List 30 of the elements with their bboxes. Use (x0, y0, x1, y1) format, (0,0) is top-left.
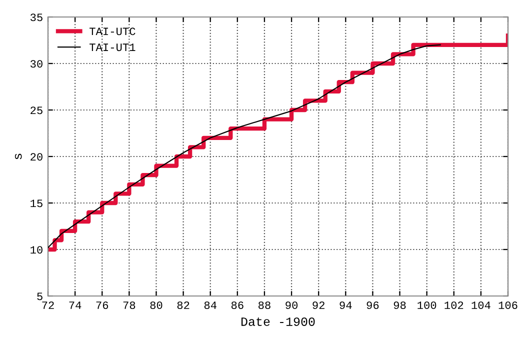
x-tick-label: 106 (498, 301, 518, 310)
y-tick-label: 15 (30, 200, 42, 208)
x-tick-label: 92 (312, 301, 324, 310)
x-tick-label: 94 (340, 301, 352, 310)
legend-label: TAI-UTC (90, 28, 136, 36)
y-tick-label: 30 (30, 60, 42, 68)
x-tick-label: 78 (123, 301, 136, 310)
y-tick-label: 35 (30, 14, 42, 22)
x-tick-label: 104 (472, 301, 490, 310)
x-tick-label: 72 (42, 301, 54, 309)
x-tick-label: 88 (258, 301, 270, 310)
x-tick-label: 82 (177, 301, 190, 310)
x-tick-label: 80 (150, 301, 162, 310)
y-tick-label: 10 (30, 246, 42, 254)
x-tick-label: 90 (286, 301, 298, 310)
x-tick-label: 74 (69, 302, 82, 309)
x-tick-label: 98 (394, 301, 406, 310)
x-axis-title: Date -1900 (241, 317, 315, 326)
x-tick-label: 96 (366, 301, 379, 310)
x-tick-label: 84 (204, 301, 216, 310)
x-tick-label: 100 (418, 301, 436, 310)
y-tick-label: 25 (30, 106, 42, 114)
y-tick-label: 20 (30, 153, 42, 161)
y-axis-title: s (14, 154, 22, 160)
x-tick-label: 86 (231, 301, 244, 310)
y-tick-label: 5 (37, 292, 42, 300)
x-tick-label: 102 (444, 301, 464, 310)
line-series (48, 44, 441, 248)
legend-label: TAI-UT1 (90, 44, 136, 52)
x-tick-label: 76 (96, 301, 108, 310)
